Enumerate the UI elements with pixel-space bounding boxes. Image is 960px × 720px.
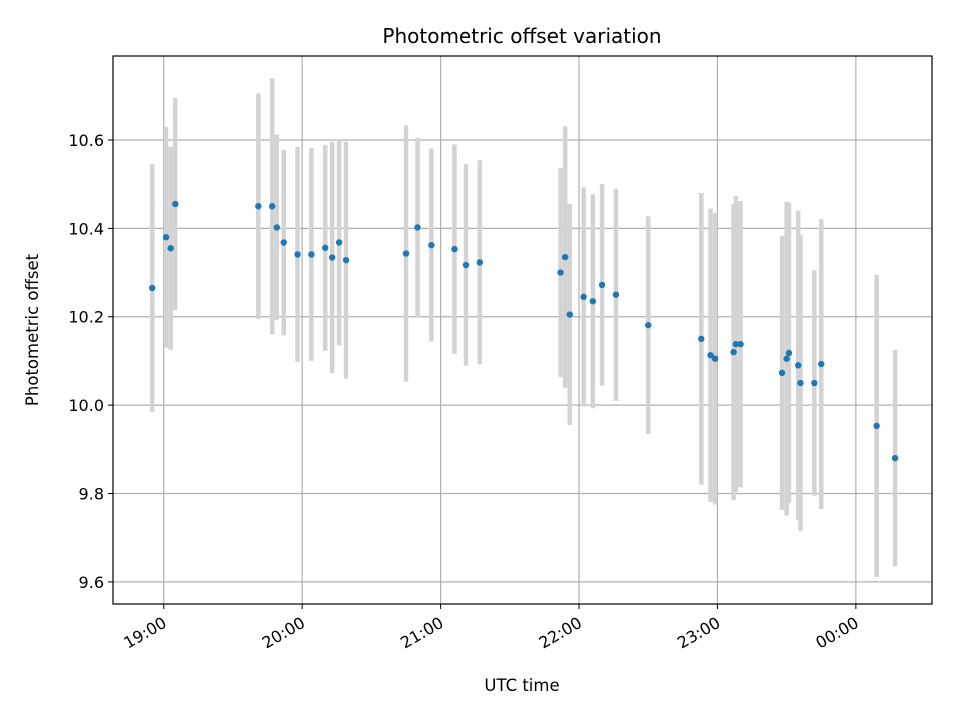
data-point — [322, 244, 329, 251]
data-point — [308, 251, 315, 258]
data-point — [811, 379, 818, 387]
data-point — [580, 293, 587, 301]
data-point — [255, 203, 262, 210]
y-axis-ticks: 9.6 9.8 10.0 10.2 10.4 10.6 — [68, 131, 113, 592]
data-point — [280, 239, 287, 246]
y-tick-label: 10.0 — [68, 396, 104, 415]
data-point — [707, 351, 714, 359]
data-point — [891, 454, 899, 462]
data-point — [451, 245, 458, 253]
y-tick-label: 10.6 — [68, 131, 104, 150]
data-point — [328, 254, 336, 261]
data-point — [149, 284, 156, 292]
data-point — [273, 224, 280, 231]
data-point — [818, 360, 825, 368]
data-point — [561, 253, 569, 261]
data-point — [414, 224, 421, 231]
data-point — [402, 250, 410, 257]
data-point — [342, 256, 350, 264]
data-point — [698, 335, 705, 343]
data-point — [335, 239, 343, 246]
data-point — [268, 203, 276, 210]
y-tick-label: 10.2 — [68, 308, 104, 327]
data-point — [428, 241, 435, 249]
data-point — [794, 362, 802, 369]
plot-frame — [112, 55, 933, 605]
y-tick-label: 10.4 — [68, 219, 104, 238]
data-point — [873, 422, 880, 430]
data-point — [162, 233, 170, 241]
grid — [113, 56, 932, 604]
data-point — [172, 200, 179, 208]
data-point — [462, 261, 470, 269]
y-axis-title: Photometric offset — [23, 253, 42, 406]
data-point — [785, 349, 793, 357]
data-point — [612, 291, 620, 298]
data-point — [645, 321, 652, 329]
data-point — [778, 369, 786, 377]
y-tick-label: 9.8 — [79, 485, 104, 504]
data-point — [598, 281, 606, 289]
data-point — [797, 379, 804, 387]
data-point — [711, 355, 719, 362]
data-markers — [149, 200, 899, 462]
data-point — [737, 340, 744, 348]
data-point — [783, 355, 790, 362]
data-point — [730, 348, 737, 356]
chart-title: Photometric offset variation — [382, 24, 661, 48]
data-point — [566, 311, 573, 318]
y-tick-label: 9.6 — [79, 573, 104, 592]
data-point — [557, 269, 564, 276]
data-point — [476, 259, 484, 266]
data-point — [167, 245, 174, 252]
data-point — [589, 298, 597, 305]
data-point — [732, 340, 740, 348]
data-point — [294, 251, 301, 258]
x-axis-title: UTC time — [484, 676, 559, 695]
